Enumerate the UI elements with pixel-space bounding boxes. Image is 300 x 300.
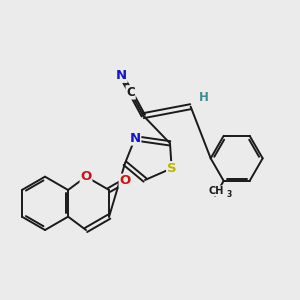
Text: 3: 3 <box>226 190 232 200</box>
Text: C: C <box>126 86 135 99</box>
Text: O: O <box>80 170 92 183</box>
Text: N: N <box>116 69 127 82</box>
Text: CH: CH <box>209 186 224 196</box>
Text: H: H <box>198 91 208 104</box>
Text: O: O <box>119 174 130 187</box>
Text: S: S <box>167 162 176 175</box>
Text: N: N <box>129 132 141 145</box>
